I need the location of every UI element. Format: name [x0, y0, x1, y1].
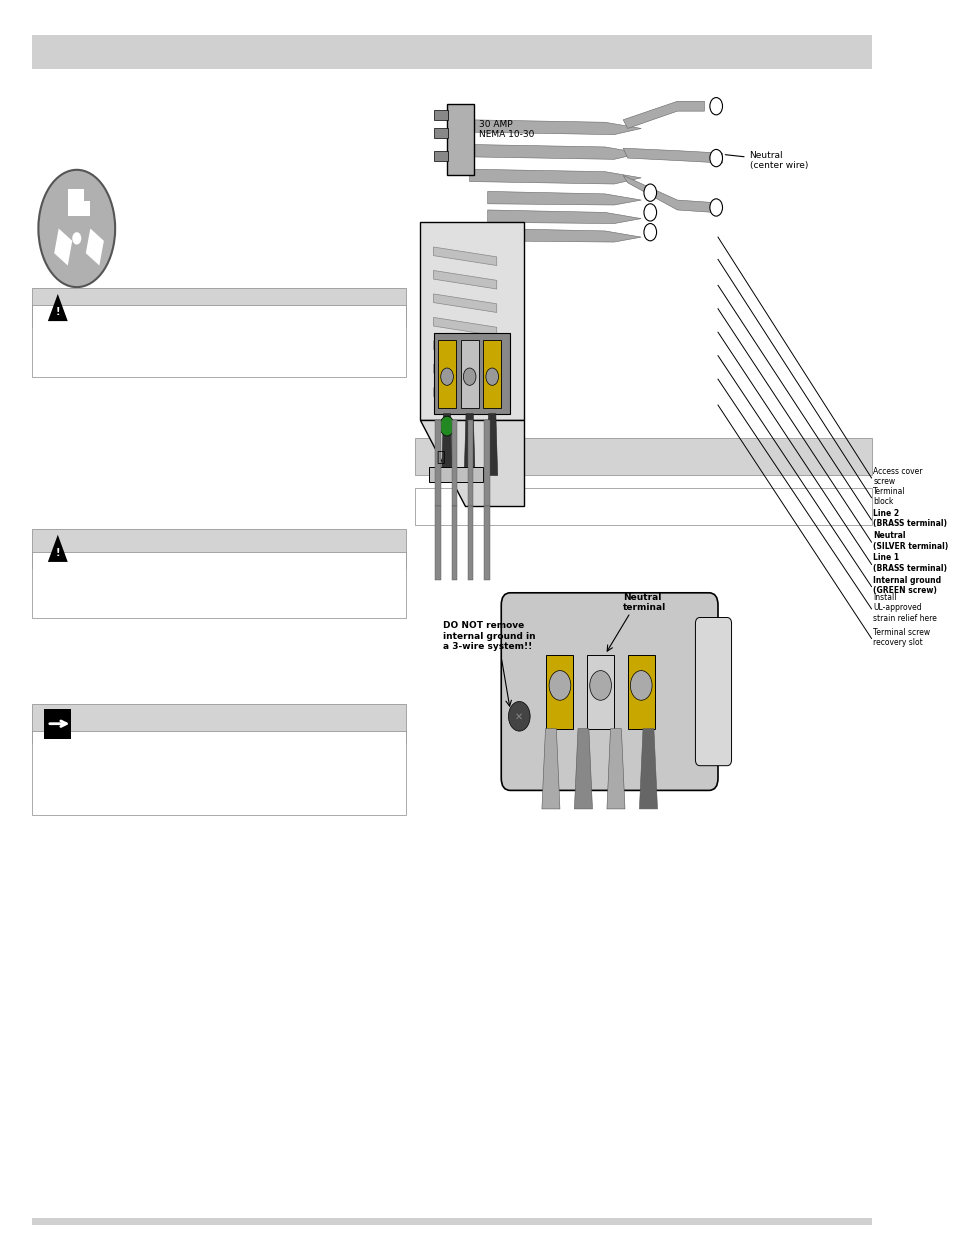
- Circle shape: [549, 671, 570, 700]
- Text: Neutral
(SILVER terminal): Neutral (SILVER terminal): [872, 531, 947, 551]
- FancyBboxPatch shape: [695, 618, 731, 766]
- Circle shape: [630, 671, 652, 700]
- Polygon shape: [574, 729, 592, 809]
- Text: !: !: [55, 308, 60, 317]
- Polygon shape: [441, 414, 452, 475]
- Bar: [31, 529, 406, 568]
- Bar: [433, 128, 448, 138]
- Text: Terminal screw
recovery slot: Terminal screw recovery slot: [872, 627, 929, 647]
- Polygon shape: [622, 101, 703, 128]
- Bar: [44, 709, 71, 739]
- Circle shape: [643, 184, 656, 201]
- Text: 30 AMP
NEMA 10-30: 30 AMP NEMA 10-30: [478, 120, 534, 140]
- Polygon shape: [433, 270, 497, 289]
- Polygon shape: [469, 169, 640, 184]
- Text: Install
UL-approved
strain relief here: Install UL-approved strain relief here: [872, 593, 936, 622]
- Polygon shape: [541, 729, 559, 809]
- FancyBboxPatch shape: [500, 593, 718, 790]
- Polygon shape: [435, 506, 440, 580]
- Polygon shape: [483, 506, 489, 580]
- Circle shape: [485, 368, 498, 385]
- Circle shape: [440, 368, 453, 385]
- Polygon shape: [487, 210, 640, 224]
- Polygon shape: [433, 341, 497, 359]
- Polygon shape: [486, 414, 497, 475]
- Bar: [419, 222, 523, 420]
- Polygon shape: [433, 247, 497, 266]
- Circle shape: [508, 701, 530, 731]
- Bar: [31, 731, 406, 815]
- Bar: [68, 189, 84, 216]
- Text: ✕: ✕: [515, 711, 523, 721]
- Bar: [31, 552, 406, 618]
- Circle shape: [72, 232, 81, 245]
- Bar: [415, 438, 871, 475]
- Bar: [627, 655, 654, 729]
- Circle shape: [643, 204, 656, 221]
- Bar: [433, 333, 510, 414]
- Text: !: !: [55, 548, 60, 558]
- Polygon shape: [86, 228, 104, 266]
- Polygon shape: [435, 420, 440, 506]
- Text: Terminal
block: Terminal block: [872, 487, 905, 506]
- Polygon shape: [447, 104, 474, 175]
- Circle shape: [589, 671, 611, 700]
- Bar: [31, 1218, 871, 1225]
- Bar: [31, 305, 406, 377]
- Bar: [586, 655, 614, 729]
- Circle shape: [439, 416, 454, 436]
- Bar: [437, 340, 456, 408]
- Bar: [460, 340, 478, 408]
- Bar: [415, 488, 871, 525]
- Polygon shape: [48, 535, 68, 562]
- Bar: [31, 35, 871, 69]
- Polygon shape: [606, 729, 624, 809]
- Circle shape: [709, 98, 721, 115]
- Bar: [81, 201, 91, 216]
- Circle shape: [463, 368, 476, 385]
- Text: Line 2
(BRASS terminal): Line 2 (BRASS terminal): [872, 509, 946, 529]
- Text: Line 1
(BRASS terminal): Line 1 (BRASS terminal): [872, 553, 946, 573]
- Bar: [433, 110, 448, 120]
- Polygon shape: [433, 364, 497, 383]
- Polygon shape: [467, 420, 473, 506]
- Polygon shape: [487, 191, 640, 205]
- Polygon shape: [451, 420, 456, 506]
- Polygon shape: [451, 506, 456, 580]
- Polygon shape: [54, 228, 72, 266]
- Bar: [482, 340, 500, 408]
- Bar: [429, 467, 482, 482]
- Polygon shape: [419, 420, 523, 506]
- Polygon shape: [433, 388, 497, 406]
- Polygon shape: [467, 506, 473, 580]
- Circle shape: [709, 199, 721, 216]
- Polygon shape: [639, 729, 657, 809]
- Polygon shape: [433, 294, 497, 312]
- Text: Internal ground
(GREEN screw): Internal ground (GREEN screw): [872, 576, 941, 595]
- Text: Access cover
screw: Access cover screw: [872, 467, 922, 487]
- Polygon shape: [622, 175, 713, 212]
- Polygon shape: [469, 120, 640, 135]
- Polygon shape: [487, 228, 640, 242]
- Bar: [31, 288, 406, 327]
- Polygon shape: [469, 144, 640, 159]
- Text: Neutral
terminal: Neutral terminal: [622, 593, 666, 613]
- Polygon shape: [464, 414, 475, 475]
- Text: 📌: 📌: [436, 450, 444, 464]
- Circle shape: [643, 224, 656, 241]
- Bar: [433, 151, 448, 161]
- Bar: [31, 704, 406, 743]
- Ellipse shape: [38, 170, 115, 288]
- Polygon shape: [48, 294, 68, 321]
- Bar: [546, 655, 573, 729]
- Polygon shape: [433, 317, 497, 336]
- Circle shape: [709, 149, 721, 167]
- Text: Neutral
(center wire): Neutral (center wire): [724, 151, 807, 170]
- Polygon shape: [622, 148, 721, 163]
- Text: DO NOT remove
internal ground in
a 3-wire system!!: DO NOT remove internal ground in a 3-wir…: [442, 621, 535, 651]
- Polygon shape: [483, 420, 489, 506]
